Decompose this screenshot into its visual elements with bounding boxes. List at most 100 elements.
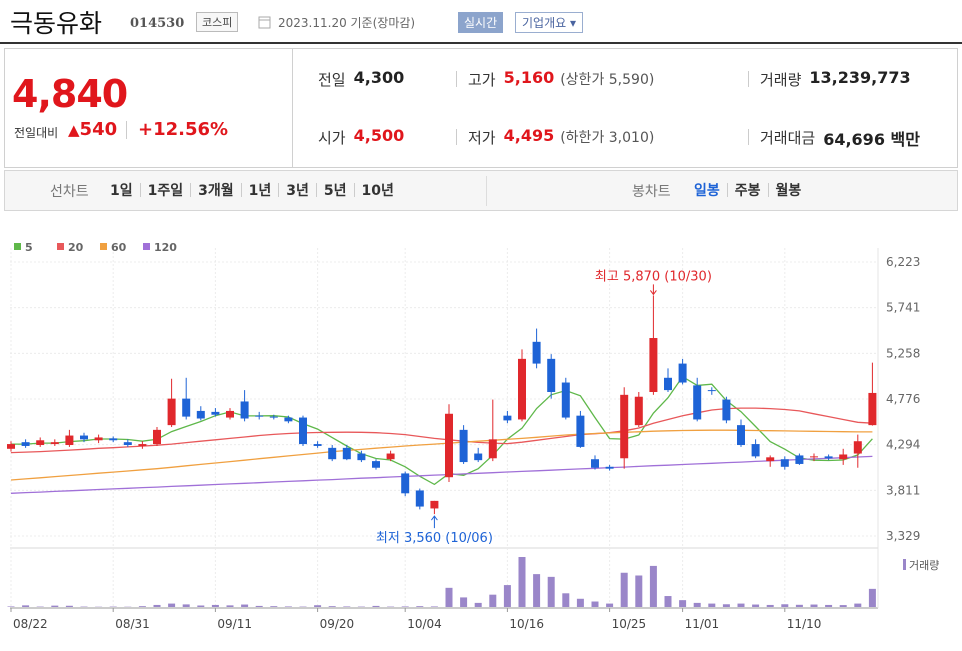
- base-date: 2023.11.20 기준(장마감): [278, 16, 416, 30]
- tab-sep: [240, 183, 242, 197]
- tab-sep: [353, 183, 355, 197]
- candle-body: [722, 399, 731, 421]
- tab[interactable]: 1년: [248, 183, 272, 199]
- change-label: 전일대비: [14, 126, 59, 140]
- volume-bar: [679, 600, 687, 607]
- tab[interactable]: 일봉: [694, 183, 720, 199]
- candle-body: [372, 461, 380, 468]
- candle-body: [153, 429, 161, 445]
- cell-sep: [456, 129, 457, 145]
- candle-body: [313, 444, 322, 446]
- tab-sep: [315, 183, 317, 197]
- y-tick-label: 5,258: [886, 346, 920, 360]
- volume-bar: [255, 605, 263, 607]
- volume-bar: [795, 604, 803, 607]
- volume-bar: [533, 574, 541, 607]
- volume-bar: [839, 605, 847, 607]
- field-value: 64,696 백만: [823, 130, 920, 149]
- candle-body: [211, 411, 220, 415]
- company-button[interactable]: 기업개요 ▾: [515, 12, 584, 33]
- legend-swatch: [143, 243, 150, 250]
- tab-sep: [278, 183, 280, 197]
- realtime-button[interactable]: 실시간: [458, 12, 504, 33]
- volume-bar: [854, 603, 862, 607]
- volume-legend-swatch: [903, 559, 906, 570]
- candle-body: [459, 429, 468, 463]
- candle-body: [591, 459, 599, 468]
- candle-body: [605, 466, 614, 469]
- legend-swatch: [14, 243, 21, 250]
- volume-bar: [547, 576, 555, 607]
- candle-body: [649, 338, 658, 392]
- field-value: 4,495: [503, 126, 555, 145]
- tab-sep: [767, 183, 769, 197]
- tab[interactable]: 주봉: [734, 183, 761, 199]
- candle-body: [226, 410, 234, 418]
- candle-body: [532, 341, 541, 364]
- candle-body: [547, 358, 556, 392]
- candle-body: [620, 394, 629, 459]
- y-tick-label: 4,294: [886, 438, 920, 452]
- current-price: 4,840: [12, 72, 128, 116]
- volume-bar: [518, 557, 526, 607]
- volume-bar: [474, 602, 482, 607]
- summary-divider: [292, 48, 293, 168]
- tab[interactable]: 3개월: [198, 183, 234, 199]
- volume-bar: [65, 605, 73, 607]
- cell-sep: [748, 129, 749, 145]
- volume-bar: [649, 565, 657, 607]
- legend-swatch: [57, 243, 64, 250]
- legend-label: 20: [68, 241, 84, 254]
- candle-body: [693, 385, 702, 420]
- volume-bar: [766, 604, 774, 607]
- volume-bar: [211, 604, 219, 607]
- volume-bar: [401, 606, 409, 607]
- tab[interactable]: 10년: [361, 183, 394, 199]
- volume-bar: [708, 603, 716, 607]
- stock-code: 014530: [130, 16, 185, 31]
- volume-bar: [168, 603, 176, 607]
- market-badge: 코스피: [196, 12, 239, 32]
- candle-body: [678, 363, 687, 383]
- candle-body: [182, 398, 191, 417]
- tab[interactable]: 1일: [110, 183, 133, 199]
- volume-bar: [722, 604, 730, 607]
- candle-body: [445, 413, 453, 478]
- x-tick-label: 09/20: [320, 617, 355, 631]
- field-value: 4,500: [353, 126, 405, 145]
- cell-sep: [748, 71, 749, 87]
- candle-body: [780, 459, 789, 467]
- tab[interactable]: 월봉: [775, 183, 802, 199]
- volume-bar: [430, 606, 438, 607]
- calendar-icon: [258, 16, 271, 29]
- volume-bar: [153, 604, 161, 607]
- field-label: 저가: [468, 129, 496, 147]
- tab[interactable]: 1주일: [147, 183, 184, 199]
- volume-bar: [314, 605, 322, 607]
- x-tick-label: 10/25: [612, 617, 647, 631]
- volume-bar: [284, 606, 292, 607]
- field-value: 4,300: [353, 68, 405, 87]
- volume-bar: [825, 604, 833, 607]
- field-value: 5,160: [503, 68, 555, 87]
- candle-body: [7, 444, 15, 449]
- volume-bar: [606, 603, 614, 607]
- tab[interactable]: 3년: [286, 183, 309, 199]
- volume-bar: [620, 572, 628, 607]
- tab-sep: [190, 183, 192, 197]
- candle-body: [868, 392, 877, 426]
- tab[interactable]: 5년: [323, 183, 347, 199]
- candle-body: [795, 455, 804, 464]
- candle-body: [65, 435, 74, 446]
- candle-body: [824, 456, 833, 459]
- y-tick-label: 4,776: [886, 392, 920, 406]
- tab-sep: [726, 183, 728, 197]
- candle-body: [430, 500, 439, 509]
- candle-body: [415, 490, 424, 507]
- volume-bar: [664, 596, 672, 607]
- x-tick-label: 11/01: [685, 617, 720, 631]
- tab-group-label: 봉차트: [632, 184, 671, 200]
- candle-body: [94, 437, 103, 441]
- candle-body: [561, 382, 570, 418]
